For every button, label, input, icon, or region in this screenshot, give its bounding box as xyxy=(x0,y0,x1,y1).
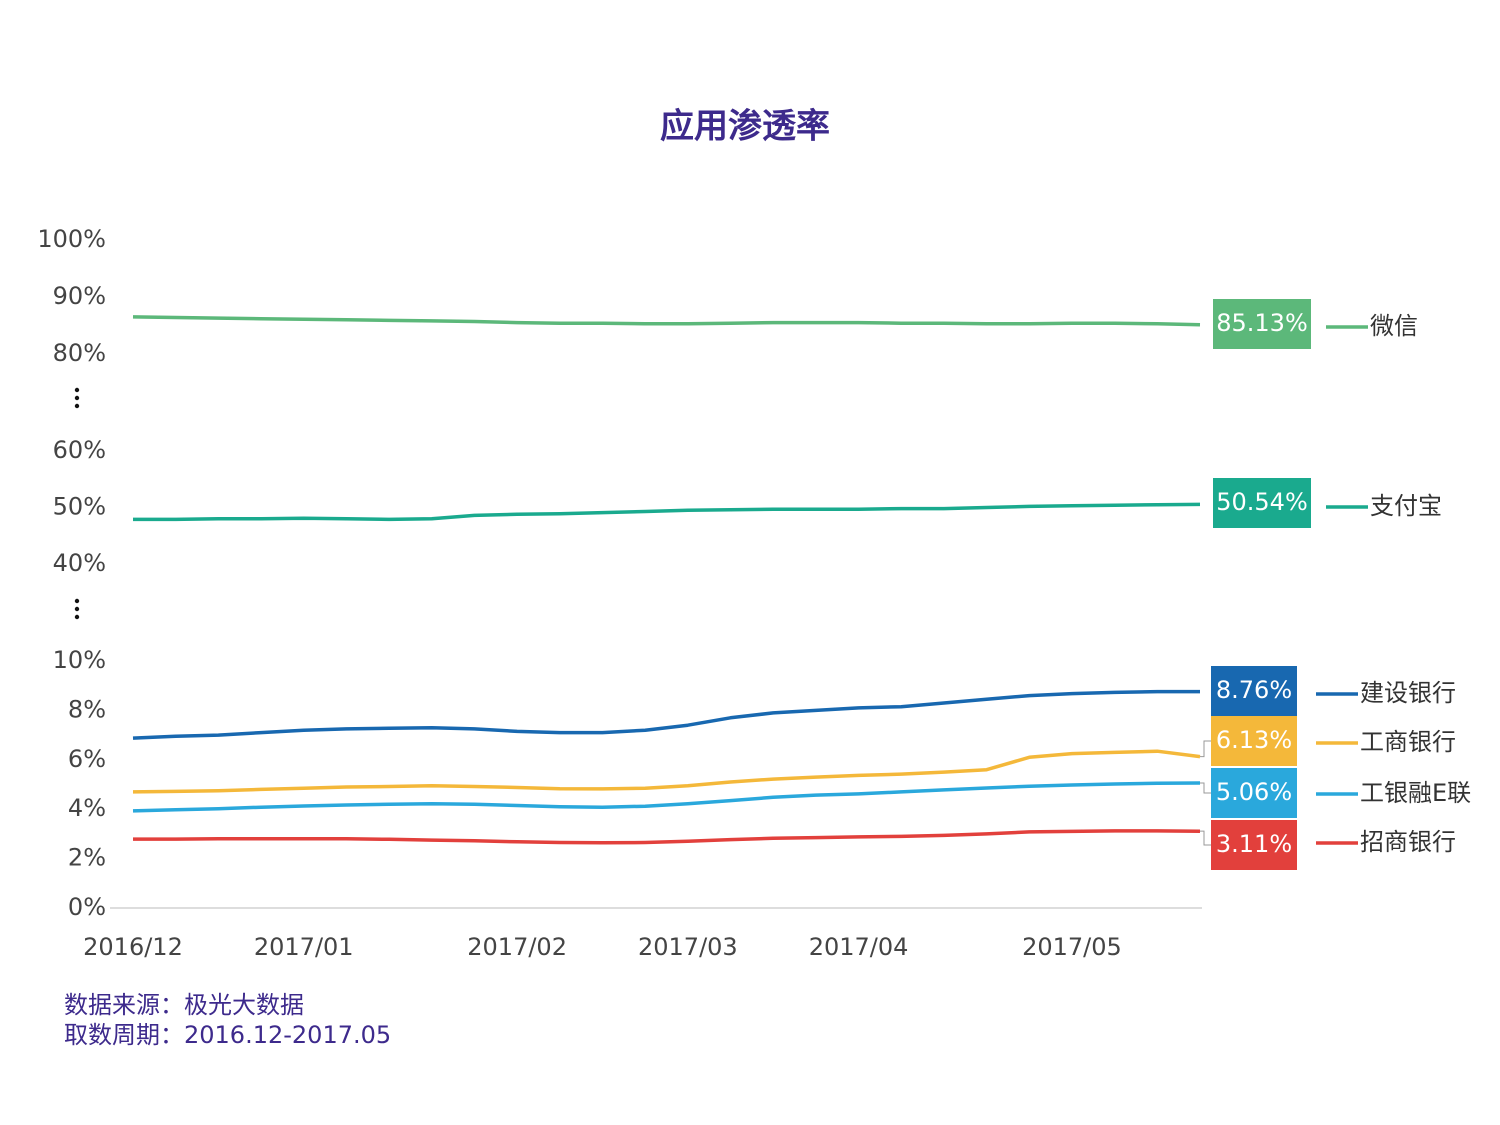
label-box xyxy=(1211,666,1297,716)
legend-label: 工商银行 xyxy=(1360,728,1456,756)
y-tick-label: 60% xyxy=(53,436,106,464)
series-line xyxy=(132,689,1200,740)
legend-label: 招商银行 xyxy=(1360,828,1456,856)
period-note: 取数周期：2016.12-2017.05 xyxy=(64,1021,391,1049)
y-tick-label: 50% xyxy=(53,493,106,521)
series-line xyxy=(133,829,1201,845)
y-tick-label: 100% xyxy=(37,225,106,253)
legend-label: 建设银行 xyxy=(1360,679,1456,707)
data-label: 3.11% xyxy=(1216,830,1292,858)
x-tick-label: 2017/04 xyxy=(809,933,909,961)
data-label: 8.76% xyxy=(1216,676,1292,704)
data-label: 50.54% xyxy=(1216,488,1308,516)
x-tick-label: 2017/02 xyxy=(467,933,567,961)
series-line xyxy=(133,502,1201,522)
x-tick-label: 2016/12 xyxy=(83,933,183,961)
axis-break xyxy=(74,387,80,409)
x-tick-label: 2017/03 xyxy=(638,933,738,961)
label-box xyxy=(1213,299,1311,349)
data-label: 6.13% xyxy=(1216,726,1292,754)
legend-label: 工银融E联 xyxy=(1360,779,1471,807)
axis-break xyxy=(74,598,80,620)
data-label: 5.06% xyxy=(1216,778,1292,806)
y-tick-label: 2% xyxy=(68,844,106,872)
label-connector xyxy=(1200,830,1211,846)
y-tick-label: 6% xyxy=(68,745,106,773)
label-connector xyxy=(1200,782,1211,794)
y-tick-label: 0% xyxy=(68,893,106,921)
y-tick-label: 80% xyxy=(53,339,106,367)
data-label: 85.13% xyxy=(1216,309,1308,337)
x-tick-label: 2017/01 xyxy=(254,933,354,961)
label-connector xyxy=(1200,740,1211,758)
label-box xyxy=(1213,478,1311,528)
series-line xyxy=(132,749,1201,794)
y-tick-label: 4% xyxy=(68,794,106,822)
legend-label: 支付宝 xyxy=(1370,492,1442,520)
series-line xyxy=(132,781,1201,813)
label-box xyxy=(1211,820,1297,870)
y-tick-label: 10% xyxy=(53,646,106,674)
label-box xyxy=(1211,716,1297,766)
y-tick-label: 40% xyxy=(53,549,106,577)
legend-label: 微信 xyxy=(1370,312,1418,340)
chart-title: 应用渗透率 xyxy=(660,107,830,147)
source-note: 数据来源：极光大数据 xyxy=(64,991,304,1019)
series-line xyxy=(132,315,1201,327)
y-tick-label: 90% xyxy=(53,282,106,310)
x-tick-label: 2017/05 xyxy=(1022,933,1122,961)
y-tick-label: 8% xyxy=(68,695,106,723)
label-box xyxy=(1211,768,1297,818)
